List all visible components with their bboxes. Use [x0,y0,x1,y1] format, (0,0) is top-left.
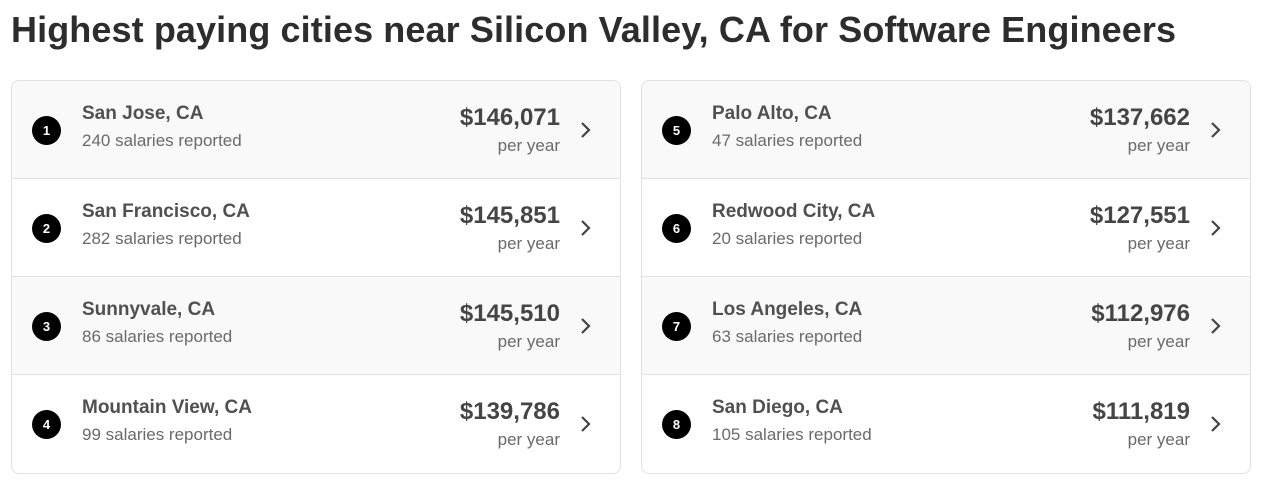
salary-count: 63 salaries reported [712,327,863,346]
city-name: San Francisco, CA [82,201,250,222]
chevron-path [581,220,591,236]
salary-period: per year [1127,136,1190,155]
salary-amount: $139,786 [459,398,560,425]
salary-period: per year [497,136,560,155]
chevron-path [1211,416,1221,432]
salary-period: per year [1127,332,1190,351]
chevron-icon [581,220,591,236]
chevron-path [581,122,591,138]
salary-amount: $145,851 [459,202,560,229]
city-row[interactable]: 8 San Diego, CA 105 salaries reported $111,… [642,375,1250,473]
salary-amount: $112,976 [1091,300,1190,327]
chevron-path [1211,220,1221,236]
salary-period: per year [497,430,560,449]
salary-amount: $146,071 [459,104,560,131]
salary-count: 20 salaries reported [712,229,863,248]
chevron-path [581,416,591,432]
city-name: Palo Alto, CA [712,103,832,124]
chevron-icon [581,122,591,138]
salary-count: 86 salaries reported [82,327,233,346]
rank-badge: 6 [662,214,691,243]
salary-period: per year [1127,430,1190,449]
city-name: Mountain View, CA [82,397,252,418]
chevron-icon [1211,318,1221,334]
chevron-icon [581,416,591,432]
city-row[interactable]: 5 Palo Alto, CA 47 salaries reported $137,6… [642,81,1250,179]
city-card: 1 San Jose, CA 240 salaries reported $146,0… [11,80,621,474]
rank-badge: 1 [32,116,61,145]
city-row[interactable]: 6 Redwood City, CA 20 salaries reported $12… [642,179,1250,277]
salary-count: 105 salaries reported [712,425,872,444]
rank-badge: 8 [662,410,691,439]
salary-amount: $127,551 [1089,202,1190,229]
city-row[interactable]: 7 Los Angeles, CA 63 salaries reported $112… [642,277,1250,375]
chevron-icon [1211,220,1221,236]
city-name: Sunnyvale, CA [82,299,216,320]
rank-badge: 7 [662,312,691,341]
salary-count: 99 salaries reported [82,425,233,444]
chevron-icon [1211,122,1221,138]
rank-badge: 3 [32,312,61,341]
city-name: San Diego, CA [712,397,843,418]
city-name: San Jose, CA [82,103,204,124]
city-row[interactable]: 2 San Francisco, CA 282 salaries reported $… [12,179,620,277]
city-row[interactable]: 4 Mountain View, CA 99 salaries reported $1… [12,375,620,473]
city-row[interactable]: 1 San Jose, CA 240 salaries reported $146,0… [12,81,620,179]
page-title: Highest paying cities near Silicon Valle… [11,9,1177,50]
rank-badge: 4 [32,410,61,439]
chevron-path [1211,318,1221,334]
rank-badge: 5 [662,116,691,145]
salary-count: 47 salaries reported [712,131,863,150]
salary-amount: $111,819 [1092,398,1190,425]
city-row[interactable]: 3 Sunnyvale, CA 86 salaries reported $145,5… [12,277,620,375]
salary-count: 240 salaries reported [82,131,242,150]
city-name: Redwood City, CA [712,201,876,222]
salary-amount: $145,510 [459,300,560,327]
chevron-path [1211,122,1221,138]
salary-period: per year [1127,234,1190,253]
chevron-icon [1211,416,1221,432]
city-name: Los Angeles, CA [712,299,863,320]
salary-count: 282 salaries reported [82,229,242,248]
rank-badge: 2 [32,214,61,243]
salary-amount: $137,662 [1089,104,1190,131]
city-card: 5 Palo Alto, CA 47 salaries reported $137,6… [641,80,1251,474]
salary-period: per year [497,332,560,351]
salary-period: per year [497,234,560,253]
chevron-icon [581,318,591,334]
chevron-path [581,318,591,334]
